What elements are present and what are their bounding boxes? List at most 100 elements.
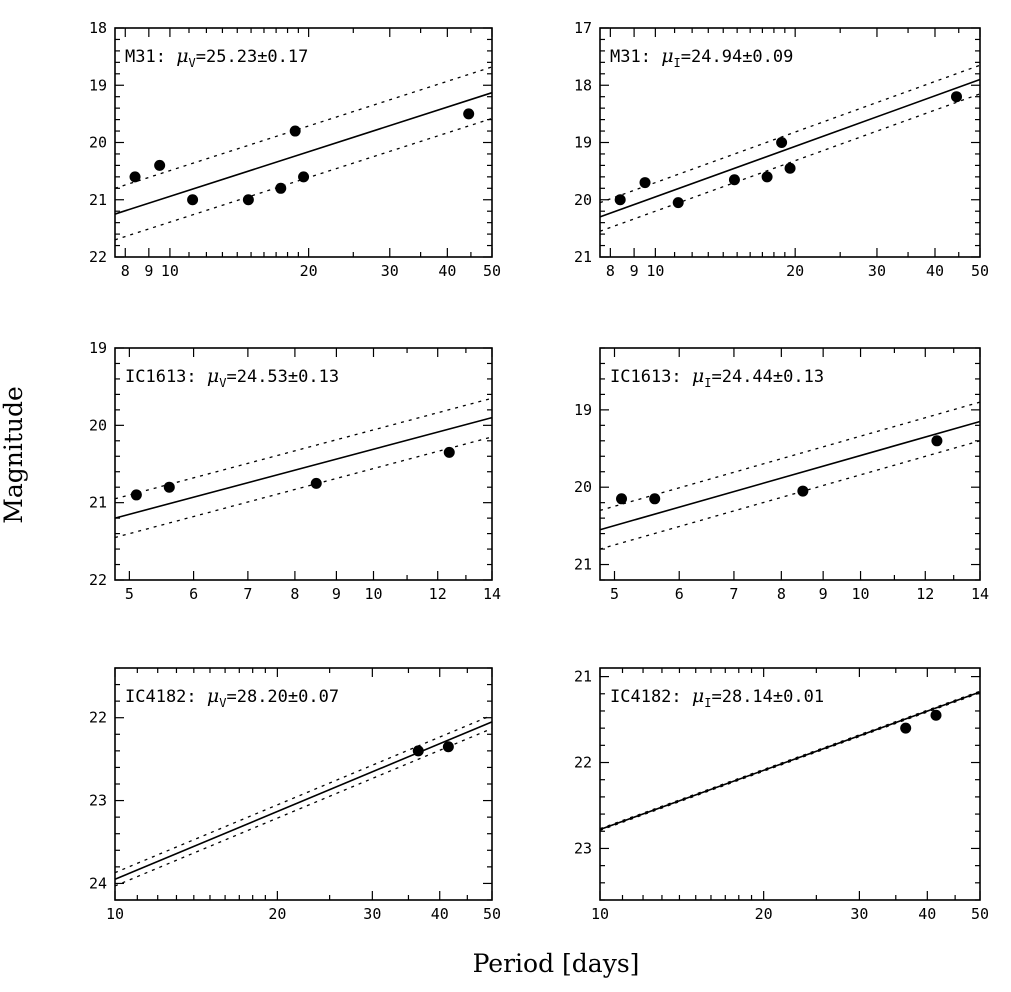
x-tick-label: 10 (852, 585, 870, 603)
x-tick-label: 20 (268, 905, 286, 923)
data-point (154, 159, 166, 171)
y-tick-label: 22 (89, 571, 107, 589)
panel-label-band: I (704, 696, 711, 710)
y-tick-label: 20 (574, 478, 592, 496)
x-tick-label: 8 (121, 262, 130, 280)
y-tick-label: 22 (89, 248, 107, 266)
panel-label-galaxy: M31: (610, 47, 661, 67)
x-tick-label: 20 (755, 905, 773, 923)
y-tick-label: 19 (574, 401, 592, 419)
y-tick-label: 21 (574, 248, 592, 266)
band-lower-ic4182-i (599, 692, 981, 832)
data-point (616, 493, 628, 505)
x-tick-label: 20 (786, 262, 804, 280)
x-tick-label: 14 (971, 585, 989, 603)
panel-label-galaxy: IC1613: (125, 367, 207, 387)
data-point (784, 162, 796, 174)
panel-label-value: =24.94±0.09 (681, 47, 794, 67)
data-point (639, 177, 651, 189)
panel-ic4182-v: 10 20 30 40 50 22 23 24 IC4182: μV=28.20±0.07 (89, 667, 501, 923)
panel-label-band: I (704, 376, 711, 390)
panel-ic1613-v: 5 6 7 8 9 10 12 14 19 20 21 22 IC1613: μV=24.53±0.13 (89, 339, 501, 603)
y-tick-label: 21 (574, 668, 592, 686)
panel-label-galaxy: M31: (125, 47, 176, 67)
x-tick-label: 8 (290, 585, 299, 603)
panel-label-mu: μ (207, 365, 219, 387)
y-tick-label: 20 (89, 416, 107, 434)
band-upper-ic4182-i (599, 690, 981, 830)
panel-label-band: I (674, 56, 681, 70)
y-tick-label: 20 (574, 191, 592, 209)
band-lower-m31-v (114, 117, 493, 241)
x-axis-title: Period [days] (473, 949, 640, 978)
x-tick-label: 50 (483, 905, 501, 923)
panel-label-ic4182-i: IC4182: μI=28.14±0.01 (610, 685, 824, 710)
panel-label-galaxy: IC4182: (610, 687, 692, 707)
panel-label-value: =28.20±0.07 (226, 687, 339, 707)
panel-label-value: =28.14±0.01 (711, 687, 824, 707)
panel-label-ic1613-i: IC1613: μI=24.44±0.13 (610, 365, 824, 390)
fit-line-ic4182-i (599, 691, 981, 831)
y-tick-label: 18 (574, 76, 592, 94)
x-tick-label: 9 (819, 585, 828, 603)
data-point (298, 171, 310, 183)
data-point (614, 194, 626, 206)
x-tick-label: 50 (971, 262, 989, 280)
band-lower-ic1613-v (114, 436, 493, 539)
band-lower-ic1613-i (599, 440, 981, 550)
panel-label-mu: μ (692, 365, 704, 387)
data-point (776, 137, 788, 148)
data-point (310, 477, 322, 489)
y-tick-label: 19 (89, 339, 107, 357)
fit-line-ic1613-i (599, 420, 981, 531)
band-lower-ic4182-v (114, 727, 493, 887)
data-point (728, 174, 740, 186)
y-tick-label: 22 (89, 709, 107, 727)
panel-label-galaxy: IC4182: (125, 687, 207, 707)
panel-ic4182-i: 10 20 30 40 50 21 22 23 IC4182: μI=28.14±0.01 (574, 667, 989, 923)
x-tick-label: 8 (606, 262, 615, 280)
band-upper-ic4182-v (114, 714, 493, 874)
data-point (289, 125, 301, 137)
x-tick-label: 9 (332, 585, 341, 603)
x-tick-label: 30 (381, 262, 399, 280)
panel-ic1613-i: 5 6 7 8 9 10 12 14 19 20 21 IC1613: μI=24.44±0.13 (574, 347, 989, 603)
plot-frame-ic4182-i (599, 667, 981, 901)
data-point (442, 741, 454, 753)
panel-label-band: V (189, 56, 196, 70)
x-tick-label: 30 (850, 905, 868, 923)
data-point (443, 446, 455, 458)
fit-line-m31-v (114, 91, 493, 215)
x-tick-label: 10 (591, 905, 609, 923)
y-tick-label: 23 (574, 839, 592, 857)
x-tick-label: 30 (868, 262, 886, 280)
y-tick-label: 20 (89, 134, 107, 152)
band-lower-m31-i (599, 93, 981, 232)
data-point (163, 481, 175, 493)
x-tick-label: 9 (144, 262, 153, 280)
fit-line-m31-i (599, 78, 981, 218)
band-upper-ic1613-i (599, 401, 981, 512)
y-tick-label: 19 (89, 76, 107, 94)
plot-frame-ic1613-i (599, 347, 981, 581)
x-tick-label: 7 (729, 585, 738, 603)
data-point (463, 108, 475, 120)
x-tick-label: 10 (364, 585, 382, 603)
y-tick-label: 21 (89, 191, 107, 209)
x-tick-label: 50 (483, 262, 501, 280)
data-point (649, 493, 661, 505)
band-upper-m31-i (599, 64, 981, 204)
y-tick-label: 24 (89, 874, 107, 892)
data-point (930, 709, 942, 721)
data-point (412, 745, 424, 757)
y-axis-title: Magnitude (0, 386, 28, 524)
panel-label-ic4182-v: IC4182: μV=28.20±0.07 (125, 685, 339, 710)
panel-label-band: V (219, 696, 226, 710)
y-tick-label: 21 (89, 494, 107, 512)
data-point (900, 722, 912, 734)
x-tick-label: 5 (125, 585, 134, 603)
data-point (130, 489, 142, 501)
panel-label-mu: μ (176, 45, 188, 67)
y-tick-label: 23 (89, 792, 107, 810)
